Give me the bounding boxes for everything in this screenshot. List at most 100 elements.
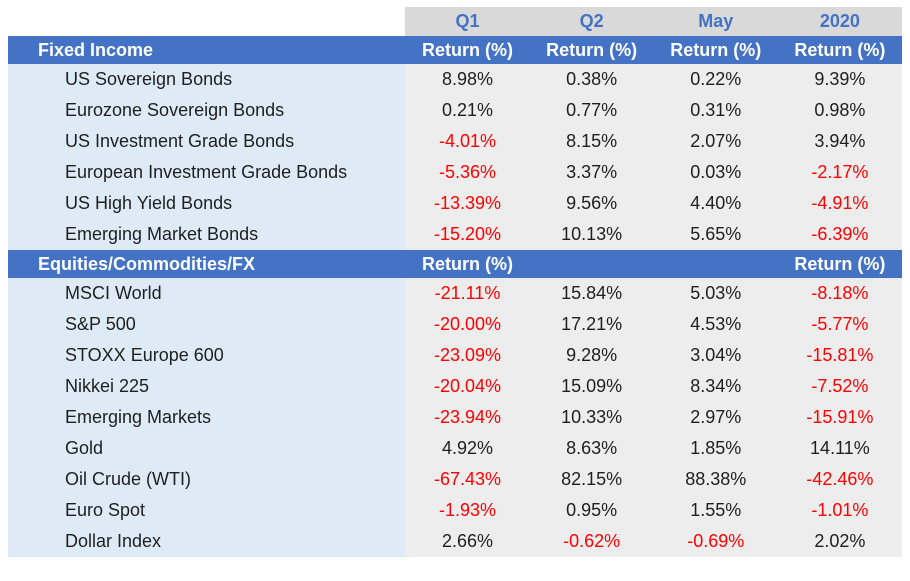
period-header-row: Q1 Q2 May 2020 — [8, 7, 902, 36]
table-row: STOXX Europe 600 -23.09% 9.28% 3.04% -15.81% — [8, 340, 902, 371]
table-row: Euro Spot -1.93% 0.95% 1.55% -1.01% — [8, 495, 902, 526]
value-cell: 3.37% — [529, 157, 654, 188]
value-cell: -42.46% — [777, 464, 902, 495]
value-cell: 2.66% — [405, 526, 530, 557]
row-label: STOXX Europe 600 — [8, 340, 406, 371]
table-row: Emerging Market Bonds -15.20% 10.13% 5.65% -… — [8, 219, 902, 250]
value-cell: 2.02% — [777, 526, 902, 557]
value-cell: 9.56% — [529, 188, 654, 219]
value-cell: -1.93% — [405, 495, 530, 526]
value-cell: -13.39% — [405, 188, 530, 219]
section-header-row: Equities/Commodities/FX Return (%) Return … — [8, 250, 902, 278]
row-label: MSCI World — [8, 278, 406, 309]
value-cell: 9.28% — [529, 340, 654, 371]
value-cell: 0.03% — [653, 157, 778, 188]
table-row: Nikkei 225 -20.04% 15.09% 8.34% -7.52% — [8, 371, 902, 402]
row-label: S&P 500 — [8, 309, 406, 340]
value-cell: -0.62% — [529, 526, 654, 557]
row-label: Emerging Markets — [8, 402, 406, 433]
value-cell: -20.04% — [405, 371, 530, 402]
value-cell: 8.63% — [529, 433, 654, 464]
value-cell: 15.84% — [529, 278, 654, 309]
corner-cell — [8, 7, 406, 36]
table-body: Fixed Income Return (%) Return (%) Return (… — [8, 36, 902, 557]
value-cell: -23.94% — [405, 402, 530, 433]
period-header-q1: Q1 — [405, 7, 530, 36]
value-cell: 0.22% — [653, 64, 778, 95]
row-label: Oil Crude (WTI) — [8, 464, 406, 495]
value-cell: -0.69% — [653, 526, 778, 557]
returns-table: Q1 Q2 May 2020 Fixed Income Return (%) Ret… — [8, 7, 902, 557]
column-header: Return (%) — [777, 250, 902, 278]
value-cell: 0.31% — [653, 95, 778, 126]
table-row: Oil Crude (WTI) -67.43% 82.15% 88.38% -42.46… — [8, 464, 902, 495]
value-cell: 3.94% — [777, 126, 902, 157]
value-cell: 10.33% — [529, 402, 654, 433]
value-cell: -2.17% — [777, 157, 902, 188]
row-label: Emerging Market Bonds — [8, 219, 406, 250]
value-cell: -15.81% — [777, 340, 902, 371]
value-cell: 0.77% — [529, 95, 654, 126]
column-header: Return (%) — [777, 36, 902, 64]
table-row: European Investment Grade Bonds -5.36% 3.3… — [8, 157, 902, 188]
period-header-q2: Q2 — [529, 7, 654, 36]
value-cell: -1.01% — [777, 495, 902, 526]
row-label: European Investment Grade Bonds — [8, 157, 406, 188]
value-cell: -8.18% — [777, 278, 902, 309]
row-label: Euro Spot — [8, 495, 406, 526]
value-cell: -21.11% — [405, 278, 530, 309]
section-title: Equities/Commodities/FX — [8, 250, 406, 278]
table-row: Emerging Markets -23.94% 10.33% 2.97% -15.91… — [8, 402, 902, 433]
value-cell: 0.95% — [529, 495, 654, 526]
value-cell: -7.52% — [777, 371, 902, 402]
value-cell: -4.91% — [777, 188, 902, 219]
table-row: US Investment Grade Bonds -4.01% 8.15% 2.07… — [8, 126, 902, 157]
value-cell: 0.98% — [777, 95, 902, 126]
value-cell: -15.91% — [777, 402, 902, 433]
table-row: US High Yield Bonds -13.39% 9.56% 4.40% -4.9… — [8, 188, 902, 219]
value-cell: 8.15% — [529, 126, 654, 157]
row-label: Dollar Index — [8, 526, 406, 557]
column-header — [529, 250, 654, 278]
value-cell: 4.92% — [405, 433, 530, 464]
value-cell: -6.39% — [777, 219, 902, 250]
value-cell: 3.04% — [653, 340, 778, 371]
row-label: Eurozone Sovereign Bonds — [8, 95, 406, 126]
table-row: Eurozone Sovereign Bonds 0.21% 0.77% 0.31% 0… — [8, 95, 902, 126]
column-header: Return (%) — [653, 36, 778, 64]
value-cell: 14.11% — [777, 433, 902, 464]
value-cell: 1.55% — [653, 495, 778, 526]
value-cell: 0.38% — [529, 64, 654, 95]
value-cell: 82.15% — [529, 464, 654, 495]
value-cell: 2.07% — [653, 126, 778, 157]
row-label: US Sovereign Bonds — [8, 64, 406, 95]
column-header — [653, 250, 778, 278]
row-label: Gold — [8, 433, 406, 464]
value-cell: 1.85% — [653, 433, 778, 464]
value-cell: 8.98% — [405, 64, 530, 95]
section-header-row: Fixed Income Return (%) Return (%) Return (… — [8, 36, 902, 64]
value-cell: 5.03% — [653, 278, 778, 309]
value-cell: 17.21% — [529, 309, 654, 340]
value-cell: -20.00% — [405, 309, 530, 340]
section-title: Fixed Income — [8, 36, 406, 64]
value-cell: 10.13% — [529, 219, 654, 250]
value-cell: -67.43% — [405, 464, 530, 495]
value-cell: 0.21% — [405, 95, 530, 126]
period-header-2020: 2020 — [777, 7, 902, 36]
value-cell: 4.53% — [653, 309, 778, 340]
column-header: Return (%) — [405, 250, 530, 278]
row-label: US High Yield Bonds — [8, 188, 406, 219]
value-cell: 15.09% — [529, 371, 654, 402]
row-label: Nikkei 225 — [8, 371, 406, 402]
value-cell: -5.36% — [405, 157, 530, 188]
table-row: S&P 500 -20.00% 17.21% 4.53% -5.77% — [8, 309, 902, 340]
column-header: Return (%) — [405, 36, 530, 64]
value-cell: -4.01% — [405, 126, 530, 157]
column-header: Return (%) — [529, 36, 654, 64]
period-header-may: May — [653, 7, 778, 36]
value-cell: -15.20% — [405, 219, 530, 250]
table-row: US Sovereign Bonds 8.98% 0.38% 0.22% 9.39% — [8, 64, 902, 95]
value-cell: -5.77% — [777, 309, 902, 340]
value-cell: 88.38% — [653, 464, 778, 495]
